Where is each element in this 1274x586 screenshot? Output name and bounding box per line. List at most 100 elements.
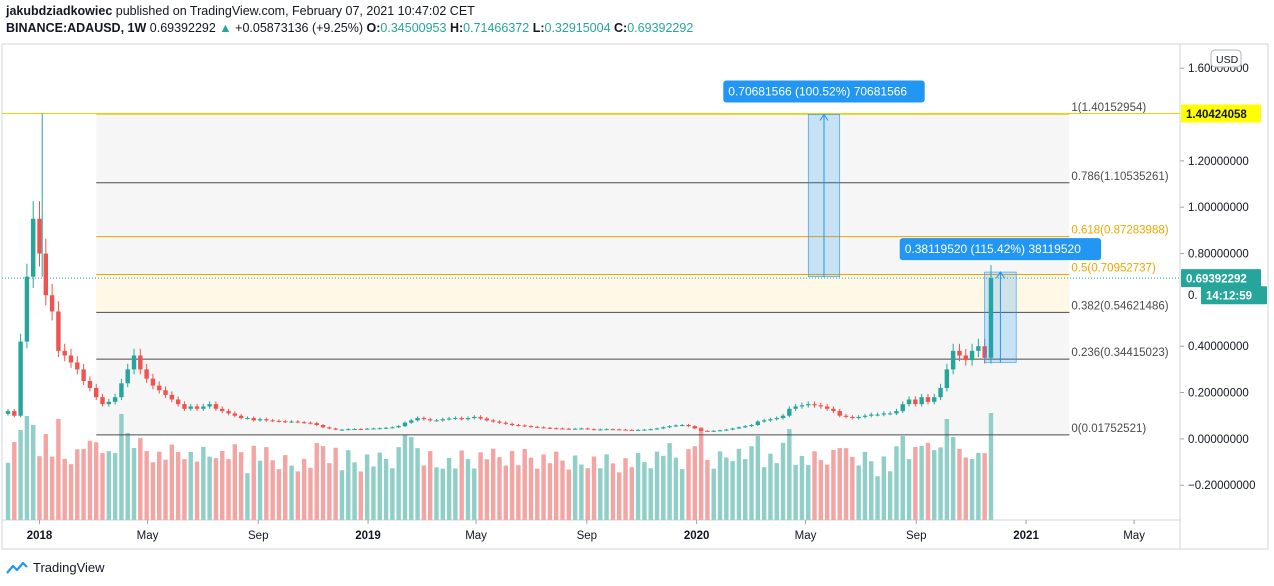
candle-body — [509, 423, 515, 425]
volume-bar — [610, 463, 616, 520]
volume-bar — [869, 461, 874, 520]
candle-body — [94, 387, 99, 398]
candle-body — [396, 426, 401, 428]
volume-bar — [150, 462, 156, 520]
volume-bar — [856, 465, 861, 520]
volume-bar — [730, 461, 735, 520]
candle-body — [352, 428, 357, 430]
volume-bar — [969, 459, 975, 520]
candle-body — [465, 418, 471, 420]
tradingview-logo-icon — [6, 561, 28, 574]
currency-button-label[interactable]: USD — [1216, 54, 1239, 66]
volume-bar — [711, 468, 716, 520]
volume-bar — [705, 459, 710, 520]
volume-bar — [787, 428, 792, 520]
volume-bar — [100, 453, 105, 520]
volume-bar — [94, 442, 99, 520]
candle-body — [623, 429, 628, 431]
volume-bar — [24, 416, 30, 520]
close-value: 0.69392292 — [627, 21, 694, 35]
candle-body — [919, 397, 924, 405]
volume-bar — [43, 434, 49, 520]
fib-label: 0.382(0.54621486) — [1071, 300, 1168, 312]
volume-bar — [201, 446, 206, 520]
volume-bar — [12, 442, 17, 520]
volume-bar — [957, 448, 962, 520]
candle-body — [906, 399, 912, 405]
volume-bar — [68, 464, 74, 520]
publish-info: jakubdziadkowiec published on TradingVie… — [6, 4, 475, 18]
symbol-info: BINANCE:ADAUSD, 1W 0.69392292 ▲ +0.05873… — [6, 21, 693, 35]
volume-bar — [352, 462, 357, 520]
candle-body — [875, 414, 880, 416]
measure-label: 0.38119520 (115.42%) 38119520 — [905, 242, 1081, 256]
candle-body — [175, 399, 181, 405]
volume-bar — [535, 468, 540, 520]
candle-body — [194, 406, 200, 409]
chart-frame — [1, 43, 1269, 550]
candle-body — [289, 421, 294, 423]
candle-body — [390, 427, 395, 429]
candle-body — [138, 355, 143, 370]
volume-bar — [516, 465, 521, 520]
candle-body — [698, 428, 704, 431]
volume-bar — [157, 451, 162, 520]
candle-body — [793, 406, 798, 409]
volume-bar — [125, 433, 130, 520]
candle-body — [812, 404, 817, 406]
candle-body — [112, 397, 118, 402]
volume-bar — [459, 450, 464, 520]
volume-bar — [686, 449, 691, 520]
volume-bar — [591, 456, 597, 520]
candle-body — [144, 369, 149, 379]
volume-bar — [522, 448, 527, 520]
volume-bar — [654, 451, 660, 520]
volume-bar — [585, 468, 590, 520]
y-tick-label: 0.80000000 — [1188, 249, 1249, 261]
candle-body — [182, 404, 187, 409]
x-tick-label: Sep — [906, 530, 926, 542]
volume-bar — [793, 464, 798, 520]
candle-body — [957, 350, 962, 356]
volume-bar — [383, 458, 389, 520]
open-value: 0.34500953 — [380, 21, 447, 35]
brand-name[interactable]: TradingView — [33, 560, 105, 575]
candle-body — [251, 418, 256, 421]
volume-bar — [913, 447, 918, 520]
volume-bar — [818, 460, 824, 520]
volume-bar — [919, 446, 924, 520]
volume-bar — [843, 448, 849, 520]
candle-body — [654, 428, 660, 430]
candle-body — [724, 429, 729, 431]
volume-bar — [831, 449, 836, 520]
volume-bar — [743, 459, 748, 520]
volume-bar — [635, 453, 641, 520]
candle-body — [824, 406, 830, 409]
author-name[interactable]: jakubdziadkowiec — [6, 4, 113, 18]
candle-body — [528, 426, 534, 428]
volume-bar — [264, 447, 269, 520]
volume-bar — [106, 451, 112, 520]
change-arrow-icon: ▲ — [219, 21, 232, 35]
candle-body — [988, 278, 994, 358]
volume-bar — [371, 466, 376, 520]
candle-body — [270, 420, 275, 422]
candle-body — [680, 425, 685, 426]
currency-button — [1210, 49, 1242, 68]
volume-bar — [163, 459, 168, 520]
candle-body — [37, 218, 42, 254]
volume-bar — [661, 455, 666, 520]
volume-bar — [932, 450, 937, 520]
volume-bar — [18, 430, 23, 520]
volume-bar — [257, 460, 263, 520]
candle-body — [749, 425, 754, 427]
low-label: L: — [532, 21, 545, 35]
volume-bar — [938, 447, 943, 520]
candle-body — [591, 429, 597, 431]
candle-body — [774, 418, 779, 420]
candle-body — [478, 416, 483, 419]
volume-bar — [881, 456, 887, 520]
volume-bar — [509, 450, 515, 520]
volume-bar — [875, 476, 880, 520]
